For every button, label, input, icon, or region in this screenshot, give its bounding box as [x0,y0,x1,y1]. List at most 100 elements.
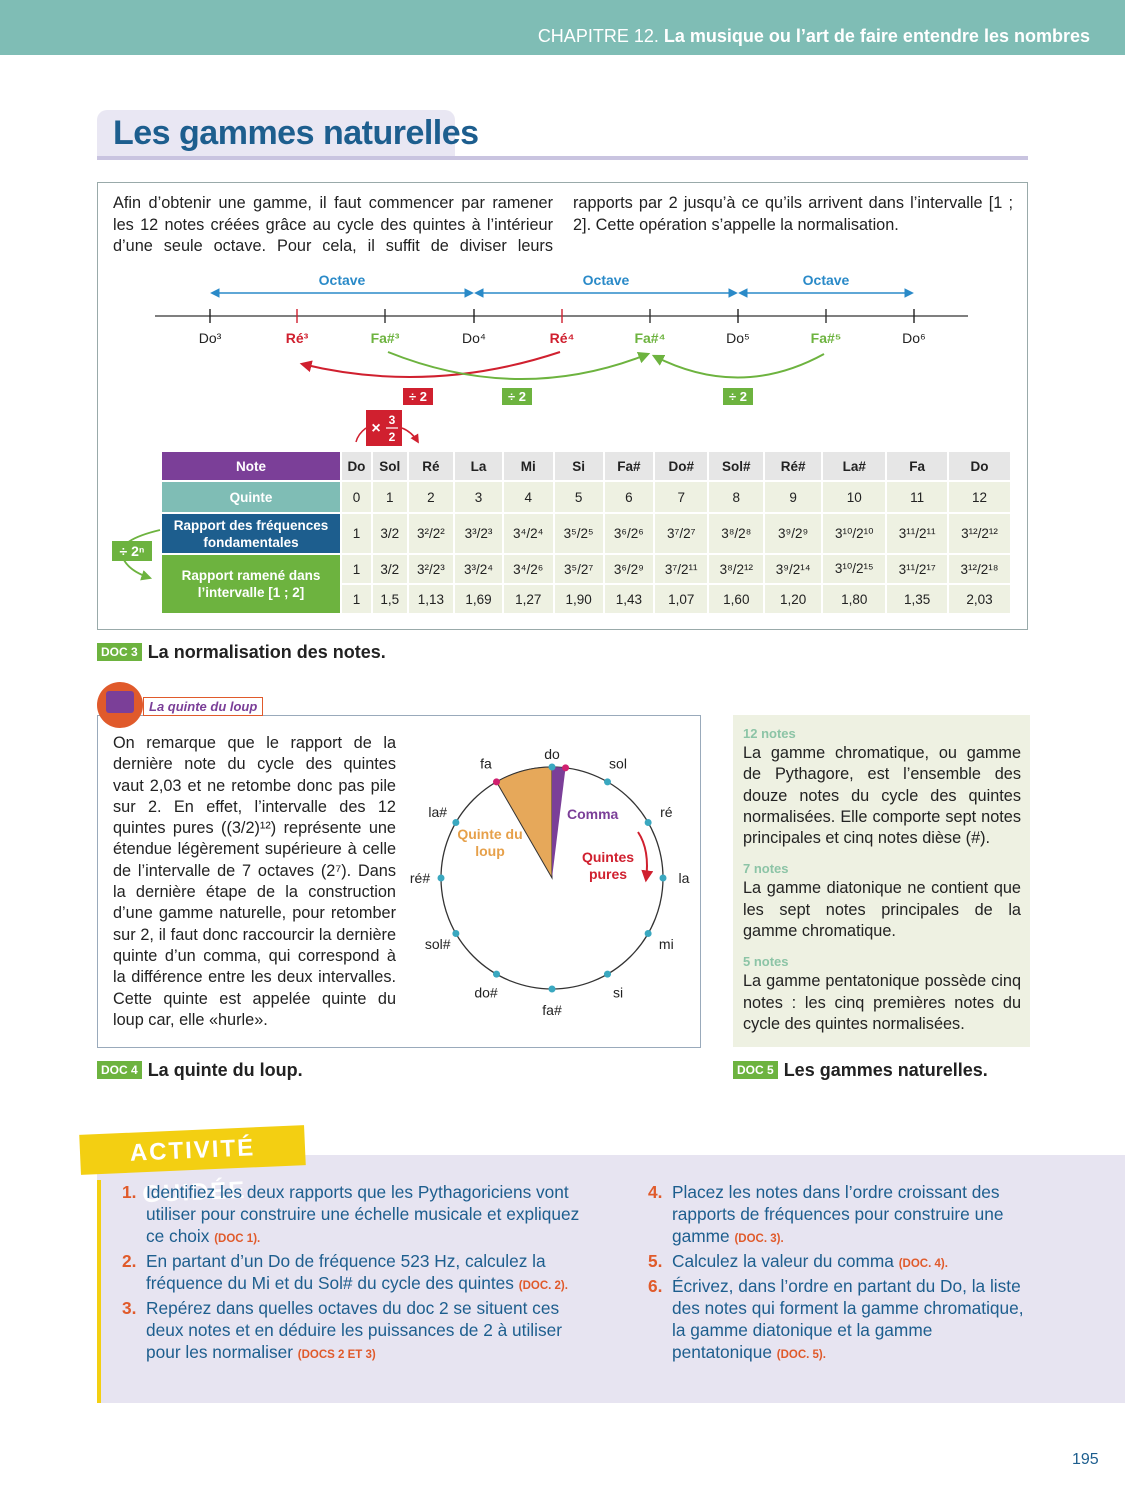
table-cell: 3⁹/2¹⁴ [765,555,822,583]
table-cell: 3⁵/2⁷ [554,555,603,583]
table-cell: 1,20 [765,585,822,613]
item-ref: (DOC. 4). [898,1258,948,1270]
doc4-caption: DOC 4 La quinte du loup. [97,1060,303,1081]
table-cell: 1,07 [655,585,708,613]
table-cell: 3³/2⁴ [455,555,502,583]
page-number: 195 [1072,1451,1099,1468]
table-row: Rapport des fréquences fondamentales 1 3/2… [162,514,1010,553]
table-cell: 3⁹/2⁹ [765,514,822,553]
item-text: En partant d’un Do de fréquence 523 Hz, … [146,1251,546,1293]
table-cell: 1 [372,482,407,512]
section-heading: 12 notes [743,726,796,741]
item-text: Identifiez les deux rapports que les Pyt… [146,1182,580,1246]
item-number: 1. [122,1182,137,1202]
table-cell: 4 [503,482,553,512]
table-cell: 1,5 [372,585,407,613]
item-body: En partant d’un Do de fréquence 523 Hz, … [146,1250,592,1297]
table-cell: 1 [342,585,371,613]
section-heading: 7 notes [743,861,789,877]
item-ref: (DOC. 5). [776,1349,826,1361]
activity-item: 3. Repérez dans quelles octaves du doc 2 … [122,1297,592,1366]
chapter-number: CHAPITRE 12. [537,26,659,46]
activity-background [97,1155,1125,1403]
chapter-header: CHAPITRE 12. La musique ou l’art de fair… [538,26,1090,47]
table-header-row: Note Do Sol Ré La Mi Si Fa# Do# Sol# Ré# La# Fa Do [162,452,1010,480]
table-cell: 3¹⁰/2¹⁰ [823,514,886,553]
header-cell: Fa# [604,452,654,480]
header-cell: Si [554,452,603,480]
table-cell: 3 [455,482,502,512]
activity-column: 1. Identifiez les deux rapports que les P… [122,1181,592,1366]
caption-text: La quinte du loup. [147,1060,303,1080]
table-cell: 3⁶/2⁹ [604,555,654,583]
table-cell: 0 [342,482,371,512]
header-bar [0,0,1125,55]
table-cell: 11 [887,482,947,512]
pure-label: Quintes pures [581,849,635,882]
table-row: Quinte 0 1 2 3 4 5 6 7 8 9 10 11 12 [162,482,1010,512]
item-number: 2. [122,1251,137,1271]
activity-item: 4. Placez les notes dans l’ordre croissan… [648,1181,1033,1250]
header-cell: La [455,452,502,480]
caption-text: Les gammes naturelles. [783,1060,988,1080]
header-cell: Sol [372,452,407,480]
table-cell: 1,90 [554,585,603,613]
table-cell: 1,60 [709,585,764,613]
table-cell: 1 [342,555,371,583]
item-body: Écrivez, dans l’ordre en partant du Do, … [672,1275,1033,1366]
item-ref: (DOCS 2 ET 3) [297,1349,376,1361]
table-cell: 3/2 [372,555,407,583]
doc5-caption: DOC 5 Les gammes naturelles. [733,1060,988,1081]
caption-text: La normalisation des notes. [147,642,386,662]
page-title: Les gammes naturelles [113,114,479,152]
title-tab [97,110,455,158]
icon-screen [106,691,134,713]
doc5-content: 12 notes La gamme chromatique, ou gamme d… [743,726,1021,1047]
item-number: 5. [648,1251,663,1271]
doc4-tag: La quinte du loup [143,697,264,716]
table-cell: 3¹⁰/2¹⁵ [823,555,886,583]
doc3-intro: Afin d’obtenir une gamme, il faut commen… [113,194,1013,255]
table-cell: 3⁷/2¹¹ [655,555,708,583]
activity-column: 4. Placez les notes dans l’ordre croissan… [648,1181,1033,1366]
activity-item: 5. Calculez la valeur du comma (DOC. 4). [648,1250,1033,1275]
doc-tag: DOC 4 [97,1061,142,1079]
table-cell: 3³/2³ [455,514,502,553]
table-cell: 2,03 [948,585,1010,613]
table-cell: 5 [554,482,603,512]
title-rule [97,156,1028,160]
doc5-box [733,715,1030,1047]
table-cell: 3²/2³ [408,555,454,583]
header-cell: Sol# [709,452,764,480]
table-cell: 2 [408,482,454,512]
doc3-box [97,182,1028,630]
table-cell: 8 [709,482,764,512]
section-text: La gamme chromatique, ou gamme de Pythag… [743,744,1021,848]
activity-item: 1. Identifiez les deux rapports que les P… [122,1181,592,1250]
chapter-title: La musique ou l’art de faire entendre le… [663,26,1090,46]
item-text: Placez les notes dans l’ordre croissant … [672,1182,1004,1246]
table-cell: 3⁶/2⁶ [604,514,654,553]
table-cell: 3¹¹/2¹¹ [887,514,947,553]
section-text: La gamme diatonique ne contient que les … [743,879,1021,941]
header-cell: Ré# [765,452,822,480]
table-cell: 3⁴/2⁶ [503,555,553,583]
item-number: 4. [648,1182,663,1202]
table-cell: 3¹²/2¹⁸ [948,555,1010,583]
table-cell: 1,27 [503,585,553,613]
item-number: 6. [648,1276,663,1296]
table-cell: 3⁸/2⁸ [709,514,764,553]
row-label: Rapport des fréquences fondamentales [162,514,340,553]
section-heading: 5 notes [743,954,789,970]
header-cell: La# [823,452,886,480]
item-body: Identifiez les deux rapports que les Pyt… [146,1181,592,1250]
item-text: Écrivez, dans l’ordre en partant du Do, … [672,1276,1024,1362]
doc-tag: DOC 3 [97,643,142,661]
header-cell: Do [342,452,371,480]
item-body: Calculez la valeur du comma (DOC. 4). [672,1250,948,1275]
section-text: La gamme pentatonique possède cinq notes… [743,972,1021,1033]
table-cell: 3¹²/2¹² [948,514,1010,553]
table-cell: 6 [604,482,654,512]
